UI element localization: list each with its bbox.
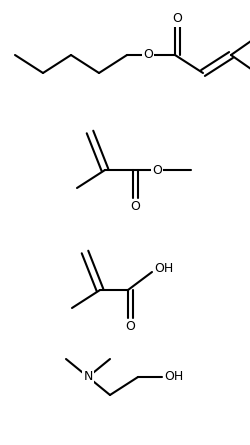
Text: O: O <box>130 199 140 213</box>
Text: O: O <box>152 163 162 177</box>
Text: OH: OH <box>164 371 184 384</box>
Text: O: O <box>125 320 135 332</box>
Text: O: O <box>172 12 182 25</box>
Text: OH: OH <box>154 262 174 275</box>
Text: N: N <box>83 371 93 384</box>
Text: O: O <box>143 49 153 61</box>
